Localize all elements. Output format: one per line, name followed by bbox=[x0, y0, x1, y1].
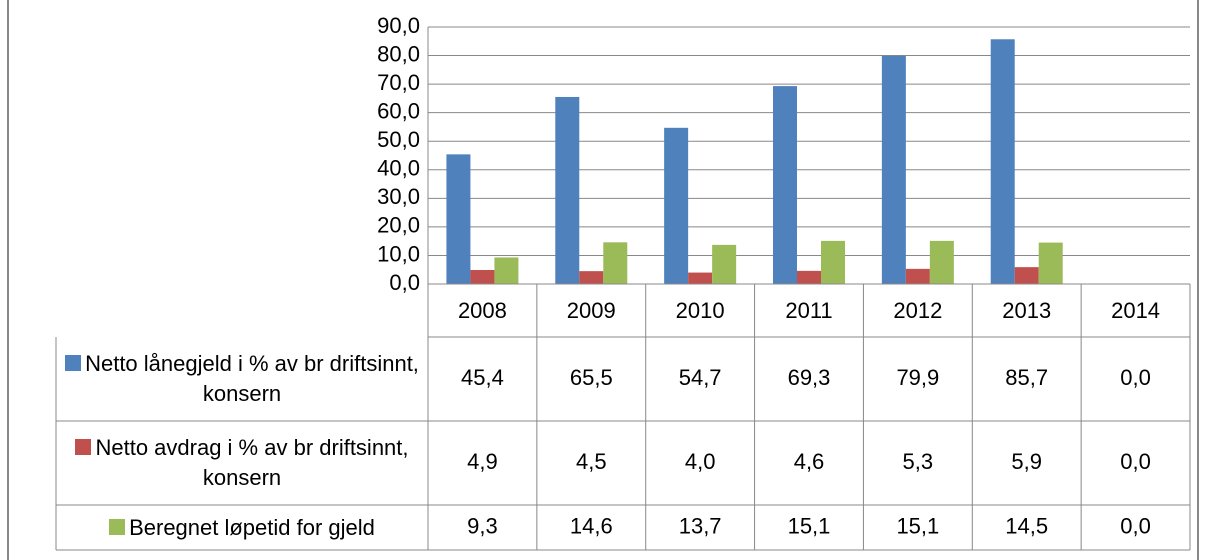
data-label: 4,6 bbox=[794, 449, 825, 474]
bar bbox=[990, 39, 1015, 285]
bar bbox=[905, 268, 930, 284]
bar bbox=[446, 154, 471, 284]
data-label: 54,7 bbox=[679, 365, 722, 390]
bar bbox=[929, 240, 954, 284]
x-tick-label: 2008 bbox=[458, 298, 507, 323]
legend-entry: Netto avdrag i % av br driftsinnt, konse… bbox=[60, 421, 424, 505]
y-tick-label: 20,0 bbox=[377, 213, 420, 238]
y-tick-label: 70,0 bbox=[377, 70, 420, 95]
bar bbox=[470, 270, 495, 284]
data-label: 4,5 bbox=[576, 449, 607, 474]
legend-swatch bbox=[109, 518, 126, 535]
bar bbox=[688, 272, 713, 284]
data-label: 0,0 bbox=[1120, 449, 1151, 474]
legend-cell: Beregnet løpetid for gjeld bbox=[60, 505, 424, 550]
y-tick-label: 80,0 bbox=[377, 41, 420, 66]
y-tick-label: 10,0 bbox=[377, 241, 420, 266]
data-label: 15,1 bbox=[896, 513, 939, 538]
data-label: 45,4 bbox=[461, 365, 504, 390]
bar bbox=[712, 244, 737, 284]
y-tick-label: 0,0 bbox=[389, 270, 420, 295]
bar bbox=[1038, 242, 1063, 284]
x-tick-label: 2012 bbox=[893, 298, 942, 323]
y-tick-label: 60,0 bbox=[377, 98, 420, 123]
data-label: 4,0 bbox=[685, 449, 716, 474]
data-label: 9,3 bbox=[467, 513, 498, 538]
x-tick-label: 2009 bbox=[567, 298, 616, 323]
bar bbox=[664, 127, 689, 284]
bar bbox=[579, 271, 604, 284]
bar bbox=[821, 240, 845, 284]
legend-label: Netto lånegjeld i % av br driftsinnt, ko… bbox=[85, 351, 419, 406]
bar bbox=[881, 55, 906, 284]
data-label: 79,9 bbox=[896, 365, 939, 390]
bar bbox=[1014, 267, 1039, 284]
chart-frame bbox=[7, 0, 1199, 560]
x-tick-label: 2011 bbox=[785, 298, 832, 323]
data-label: 65,5 bbox=[570, 365, 613, 390]
data-label: 15,1 bbox=[788, 513, 831, 538]
bar bbox=[603, 242, 628, 284]
legend-entry: Netto lånegjeld i % av br driftsinnt, ko… bbox=[60, 337, 424, 421]
bar bbox=[773, 86, 797, 284]
legend-entry: Beregnet løpetid for gjeld bbox=[60, 505, 424, 550]
y-tick-label: 30,0 bbox=[377, 184, 420, 209]
legend-swatch bbox=[75, 439, 92, 455]
data-label: 14,6 bbox=[570, 513, 613, 538]
x-tick-label: 2013 bbox=[1002, 298, 1051, 323]
x-tick-label: 2014 bbox=[1111, 298, 1160, 323]
bar bbox=[494, 257, 519, 284]
legend-label: Netto avdrag i % av br driftsinnt, konse… bbox=[95, 435, 409, 490]
bar bbox=[797, 270, 821, 284]
data-label: 5,9 bbox=[1011, 449, 1042, 474]
x-tick-label: 2010 bbox=[676, 298, 725, 323]
data-label: 4,9 bbox=[467, 449, 498, 474]
data-label: 69,3 bbox=[788, 365, 831, 390]
y-tick-label: 40,0 bbox=[377, 156, 420, 181]
legend-swatch bbox=[65, 355, 82, 371]
data-label: 85,7 bbox=[1005, 365, 1048, 390]
legend-label: Beregnet løpetid for gjeld bbox=[129, 514, 375, 540]
data-label: 0,0 bbox=[1120, 513, 1151, 538]
bar bbox=[555, 96, 580, 284]
legend-cell: Netto avdrag i % av br driftsinnt, konse… bbox=[60, 421, 424, 505]
data-label: 5,3 bbox=[903, 449, 934, 474]
y-tick-label: 90,0 bbox=[377, 13, 420, 38]
data-label: 13,7 bbox=[679, 513, 722, 538]
data-label: 0,0 bbox=[1120, 365, 1151, 390]
y-tick-label: 50,0 bbox=[377, 127, 420, 152]
legend-cell: Netto lånegjeld i % av br driftsinnt, ko… bbox=[60, 337, 424, 421]
data-label: 14,5 bbox=[1005, 513, 1048, 538]
